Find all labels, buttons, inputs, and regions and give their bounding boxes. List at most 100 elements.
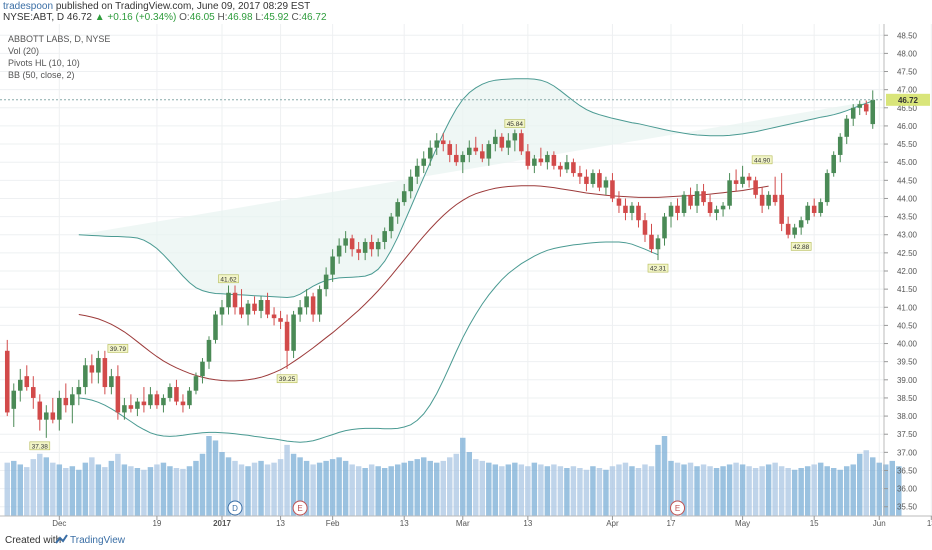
candle-body (317, 289, 322, 315)
volume-bar (206, 436, 212, 516)
bollinger-lower-line (78, 241, 659, 443)
high-value: 46.98 (227, 12, 253, 23)
price-tick-label: 45.00 (897, 158, 918, 167)
price-tick-label: 40.00 (897, 340, 918, 349)
time-tick-label: 13 (400, 519, 409, 528)
candle-body (603, 180, 609, 188)
candle-body (44, 412, 49, 420)
volume-bar (284, 444, 290, 516)
candle-body (310, 296, 316, 315)
volume-bar (264, 464, 271, 516)
candle-body (37, 401, 43, 420)
volume-bar (681, 464, 687, 516)
volume-bar (531, 462, 538, 516)
price-axis[interactable]: 35.50 36.00 36.50 37.00 37.50 38.00 38.50 39.00… (884, 31, 918, 512)
volume-bar (772, 462, 778, 516)
candle-body (343, 238, 348, 246)
candle-body (447, 144, 453, 155)
indicator-legend: ABBOTT LABS, D, NYSE Vol (20) Pivots HL … (8, 34, 110, 80)
time-tick-label: May (735, 519, 750, 528)
low-label: L: (255, 12, 264, 23)
tradingview-brand[interactable]: TradingView (70, 535, 126, 546)
candle-body (252, 303, 257, 311)
pivot-label-box (647, 263, 669, 273)
candle-body (297, 307, 303, 315)
candle-body (837, 136, 843, 155)
candle-body (564, 162, 570, 170)
candle-body (727, 180, 732, 206)
volume-bar (577, 468, 583, 516)
event-marker (227, 500, 243, 516)
author-link[interactable]: tradespoon (3, 1, 54, 12)
volume-bar (765, 464, 772, 516)
volume-bar (95, 464, 102, 516)
candle-body (265, 300, 270, 315)
pivot-label: 41.62 (220, 276, 237, 283)
grid-lines (0, 24, 932, 516)
open-label: O: (179, 12, 190, 23)
volume-bar (381, 468, 388, 516)
volume-bar (115, 453, 121, 516)
candle-body (798, 220, 804, 228)
volume-bar (603, 469, 609, 516)
volume-bar (687, 462, 694, 516)
time-tick-label: 13 (276, 519, 285, 528)
volume-bar (622, 462, 629, 516)
pivot-label-box (751, 155, 773, 165)
volume-bar (303, 460, 310, 516)
bollinger-fill (78, 78, 873, 298)
candle-body (76, 387, 82, 395)
legend-pivots: Pivots HL (10, 10) (8, 58, 80, 68)
volume-bar (713, 468, 720, 516)
volume-bar (661, 436, 668, 516)
volume-bar (407, 460, 414, 516)
price-tick-label: 44.00 (897, 194, 918, 203)
price-tick-label: 45.50 (897, 140, 918, 149)
volume-bar (167, 466, 173, 516)
time-axis[interactable]: Dec 19 2017 13 Feb 13 Mar 13 Apr 17 May 15 Jun 13 (52, 516, 932, 528)
volume-bar (342, 460, 349, 516)
published-text: published on TradingView.com, June 09, 2… (55, 1, 311, 12)
volume-bar (89, 457, 95, 516)
volume-bar (355, 466, 362, 516)
candle-body (63, 397, 69, 406)
volume-bar (427, 460, 433, 516)
volume-bar (323, 460, 329, 516)
pivot-label-box (790, 242, 812, 251)
price-tick-label: 43.50 (897, 213, 918, 222)
volume-bar (394, 464, 401, 516)
volume-bar (258, 460, 264, 516)
volume-bar (544, 466, 551, 516)
volume-bar (453, 453, 460, 516)
volume-bar (414, 459, 420, 516)
candle-body (239, 307, 244, 315)
candle-body (512, 133, 518, 141)
volume-bar (525, 466, 531, 516)
volume-bar (460, 437, 466, 516)
candle-body (740, 176, 745, 184)
pivot-labels: 39.79 37.38 41.62 39.25 45.84 42.31 44.90 42.88 (29, 119, 812, 450)
candle-body (206, 339, 212, 362)
volume-bar (349, 464, 355, 516)
price-tick-label: 46.50 (897, 104, 918, 113)
price-chart[interactable]: 39.79 37.38 41.62 39.25 45.84 42.31 44.90 42.88… (0, 24, 932, 530)
volume-bar (850, 464, 856, 516)
volume-bar (778, 466, 785, 516)
event-letter: E (675, 504, 680, 513)
candle-body (460, 154, 466, 163)
price-tick-label: 48.00 (897, 49, 918, 58)
candle-body (336, 245, 342, 257)
candle-body (584, 176, 589, 184)
volume-bar (24, 467, 30, 516)
price-tick-label: 47.00 (897, 86, 918, 95)
time-tick-label: Apr (606, 519, 619, 528)
price-tick-label: 47.50 (897, 68, 918, 77)
volume-bar (17, 464, 24, 516)
volume-bar (518, 464, 525, 516)
volume-bar (30, 459, 37, 516)
volume-bar (843, 466, 850, 516)
volume-bar (4, 462, 10, 516)
volume-bar (63, 468, 69, 516)
low-value: 45.92 (263, 12, 289, 23)
volume-bar (791, 469, 798, 516)
